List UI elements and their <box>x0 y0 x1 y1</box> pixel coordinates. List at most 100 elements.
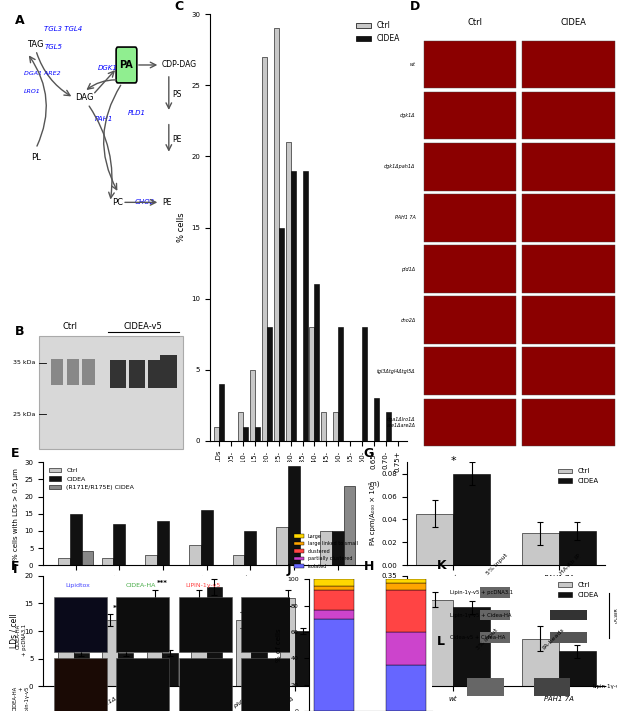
Bar <box>233 555 244 565</box>
Bar <box>296 631 311 686</box>
Bar <box>207 587 222 686</box>
FancyBboxPatch shape <box>423 41 516 88</box>
Bar <box>244 531 256 565</box>
Bar <box>386 590 426 632</box>
Text: LRO1: LRO1 <box>23 90 41 95</box>
Bar <box>274 28 279 441</box>
FancyBboxPatch shape <box>481 632 510 643</box>
Text: wt: wt <box>410 62 416 67</box>
Text: dgk1Δpah1Δ: dgk1Δpah1Δ <box>384 164 416 169</box>
FancyBboxPatch shape <box>423 348 516 395</box>
Text: Lipin-1γ-v5: Lipin-1γ-v5 <box>592 684 617 690</box>
Text: DAG: DAG <box>75 93 94 102</box>
FancyBboxPatch shape <box>522 143 615 191</box>
Bar <box>386 632 426 665</box>
Bar <box>386 665 426 711</box>
Bar <box>147 598 162 686</box>
Legend: Ctrl, CIDEA: Ctrl, CIDEA <box>555 466 601 486</box>
FancyBboxPatch shape <box>241 658 294 711</box>
Bar <box>320 531 332 565</box>
FancyBboxPatch shape <box>83 359 94 385</box>
Bar <box>58 558 70 565</box>
FancyBboxPatch shape <box>467 678 503 696</box>
FancyBboxPatch shape <box>39 336 183 449</box>
Bar <box>201 510 213 565</box>
Bar <box>321 412 326 441</box>
Text: E: E <box>10 447 19 460</box>
FancyBboxPatch shape <box>423 399 516 447</box>
Text: CIDEA: CIDEA <box>561 18 587 27</box>
Text: CIDEA-HA: CIDEA-HA <box>125 584 156 589</box>
Bar <box>146 555 157 565</box>
FancyBboxPatch shape <box>522 245 615 293</box>
FancyBboxPatch shape <box>116 658 169 711</box>
FancyBboxPatch shape <box>54 597 107 652</box>
Text: PA: PA <box>120 60 133 70</box>
Bar <box>70 513 81 565</box>
Bar <box>416 599 453 686</box>
Text: L: L <box>437 634 445 648</box>
Bar <box>362 327 367 441</box>
Text: ***: *** <box>112 605 123 611</box>
Bar <box>250 370 255 441</box>
Bar <box>453 607 490 686</box>
Text: CIDEA-HA
+ Lipin-1γ-v5: CIDEA-HA + Lipin-1γ-v5 <box>13 686 30 711</box>
Y-axis label: PA cpm/A₀₀₀ × 10²: PA cpm/A₀₀₀ × 10² <box>369 599 376 663</box>
Bar <box>262 57 267 441</box>
Bar <box>374 398 379 441</box>
Text: D: D <box>410 0 420 13</box>
Text: K: K <box>437 559 447 572</box>
Bar <box>189 545 201 565</box>
Text: PAH1 7A: PAH1 7A <box>395 215 416 220</box>
Bar <box>157 520 169 565</box>
Bar <box>559 651 595 686</box>
Bar <box>191 598 207 686</box>
Text: Lipidtox: Lipidtox <box>66 584 91 589</box>
FancyBboxPatch shape <box>148 360 164 388</box>
Legend: Large, large linked to small, clustered, partially clustered, isolated: Large, large linked to small, clustered,… <box>292 532 360 570</box>
FancyBboxPatch shape <box>116 597 169 652</box>
Text: PC: PC <box>112 198 123 207</box>
Bar <box>288 466 300 565</box>
Text: PAH1: PAH1 <box>94 116 113 122</box>
Text: 35 kDa: 35 kDa <box>14 360 36 365</box>
Bar <box>325 626 340 686</box>
FancyBboxPatch shape <box>110 360 126 388</box>
FancyBboxPatch shape <box>54 658 107 711</box>
Bar <box>522 639 559 686</box>
FancyBboxPatch shape <box>51 359 64 385</box>
FancyBboxPatch shape <box>116 47 137 83</box>
Text: PE: PE <box>172 135 181 144</box>
FancyBboxPatch shape <box>423 143 516 191</box>
Text: PL: PL <box>31 153 41 162</box>
Bar <box>118 653 133 686</box>
FancyBboxPatch shape <box>129 360 144 388</box>
Text: HA-Ab IP: HA-Ab IP <box>559 553 582 576</box>
Bar <box>286 142 291 441</box>
Bar <box>280 598 296 686</box>
Bar <box>81 552 93 565</box>
Bar <box>332 531 344 565</box>
Bar <box>314 610 354 619</box>
Text: B: B <box>15 324 25 338</box>
Text: TGL5: TGL5 <box>44 44 62 50</box>
FancyBboxPatch shape <box>522 92 615 139</box>
Text: I: I <box>13 563 17 576</box>
Text: ***: *** <box>157 580 168 587</box>
Bar <box>236 620 251 686</box>
FancyBboxPatch shape <box>423 92 516 139</box>
Bar <box>243 427 248 441</box>
Bar <box>314 590 354 610</box>
Text: Ctrl: Ctrl <box>63 322 78 331</box>
FancyBboxPatch shape <box>241 597 294 652</box>
Text: C: C <box>174 0 183 13</box>
Text: Lipin-1γ-v5 + pcDNA3.1: Lipin-1γ-v5 + pcDNA3.1 <box>450 590 513 595</box>
FancyBboxPatch shape <box>481 587 510 598</box>
FancyBboxPatch shape <box>522 41 615 88</box>
Bar <box>340 658 355 686</box>
Bar <box>251 620 267 686</box>
Bar <box>214 427 219 441</box>
Text: pld1Δ: pld1Δ <box>402 267 416 272</box>
Text: *: * <box>450 456 456 466</box>
Bar <box>102 620 118 686</box>
